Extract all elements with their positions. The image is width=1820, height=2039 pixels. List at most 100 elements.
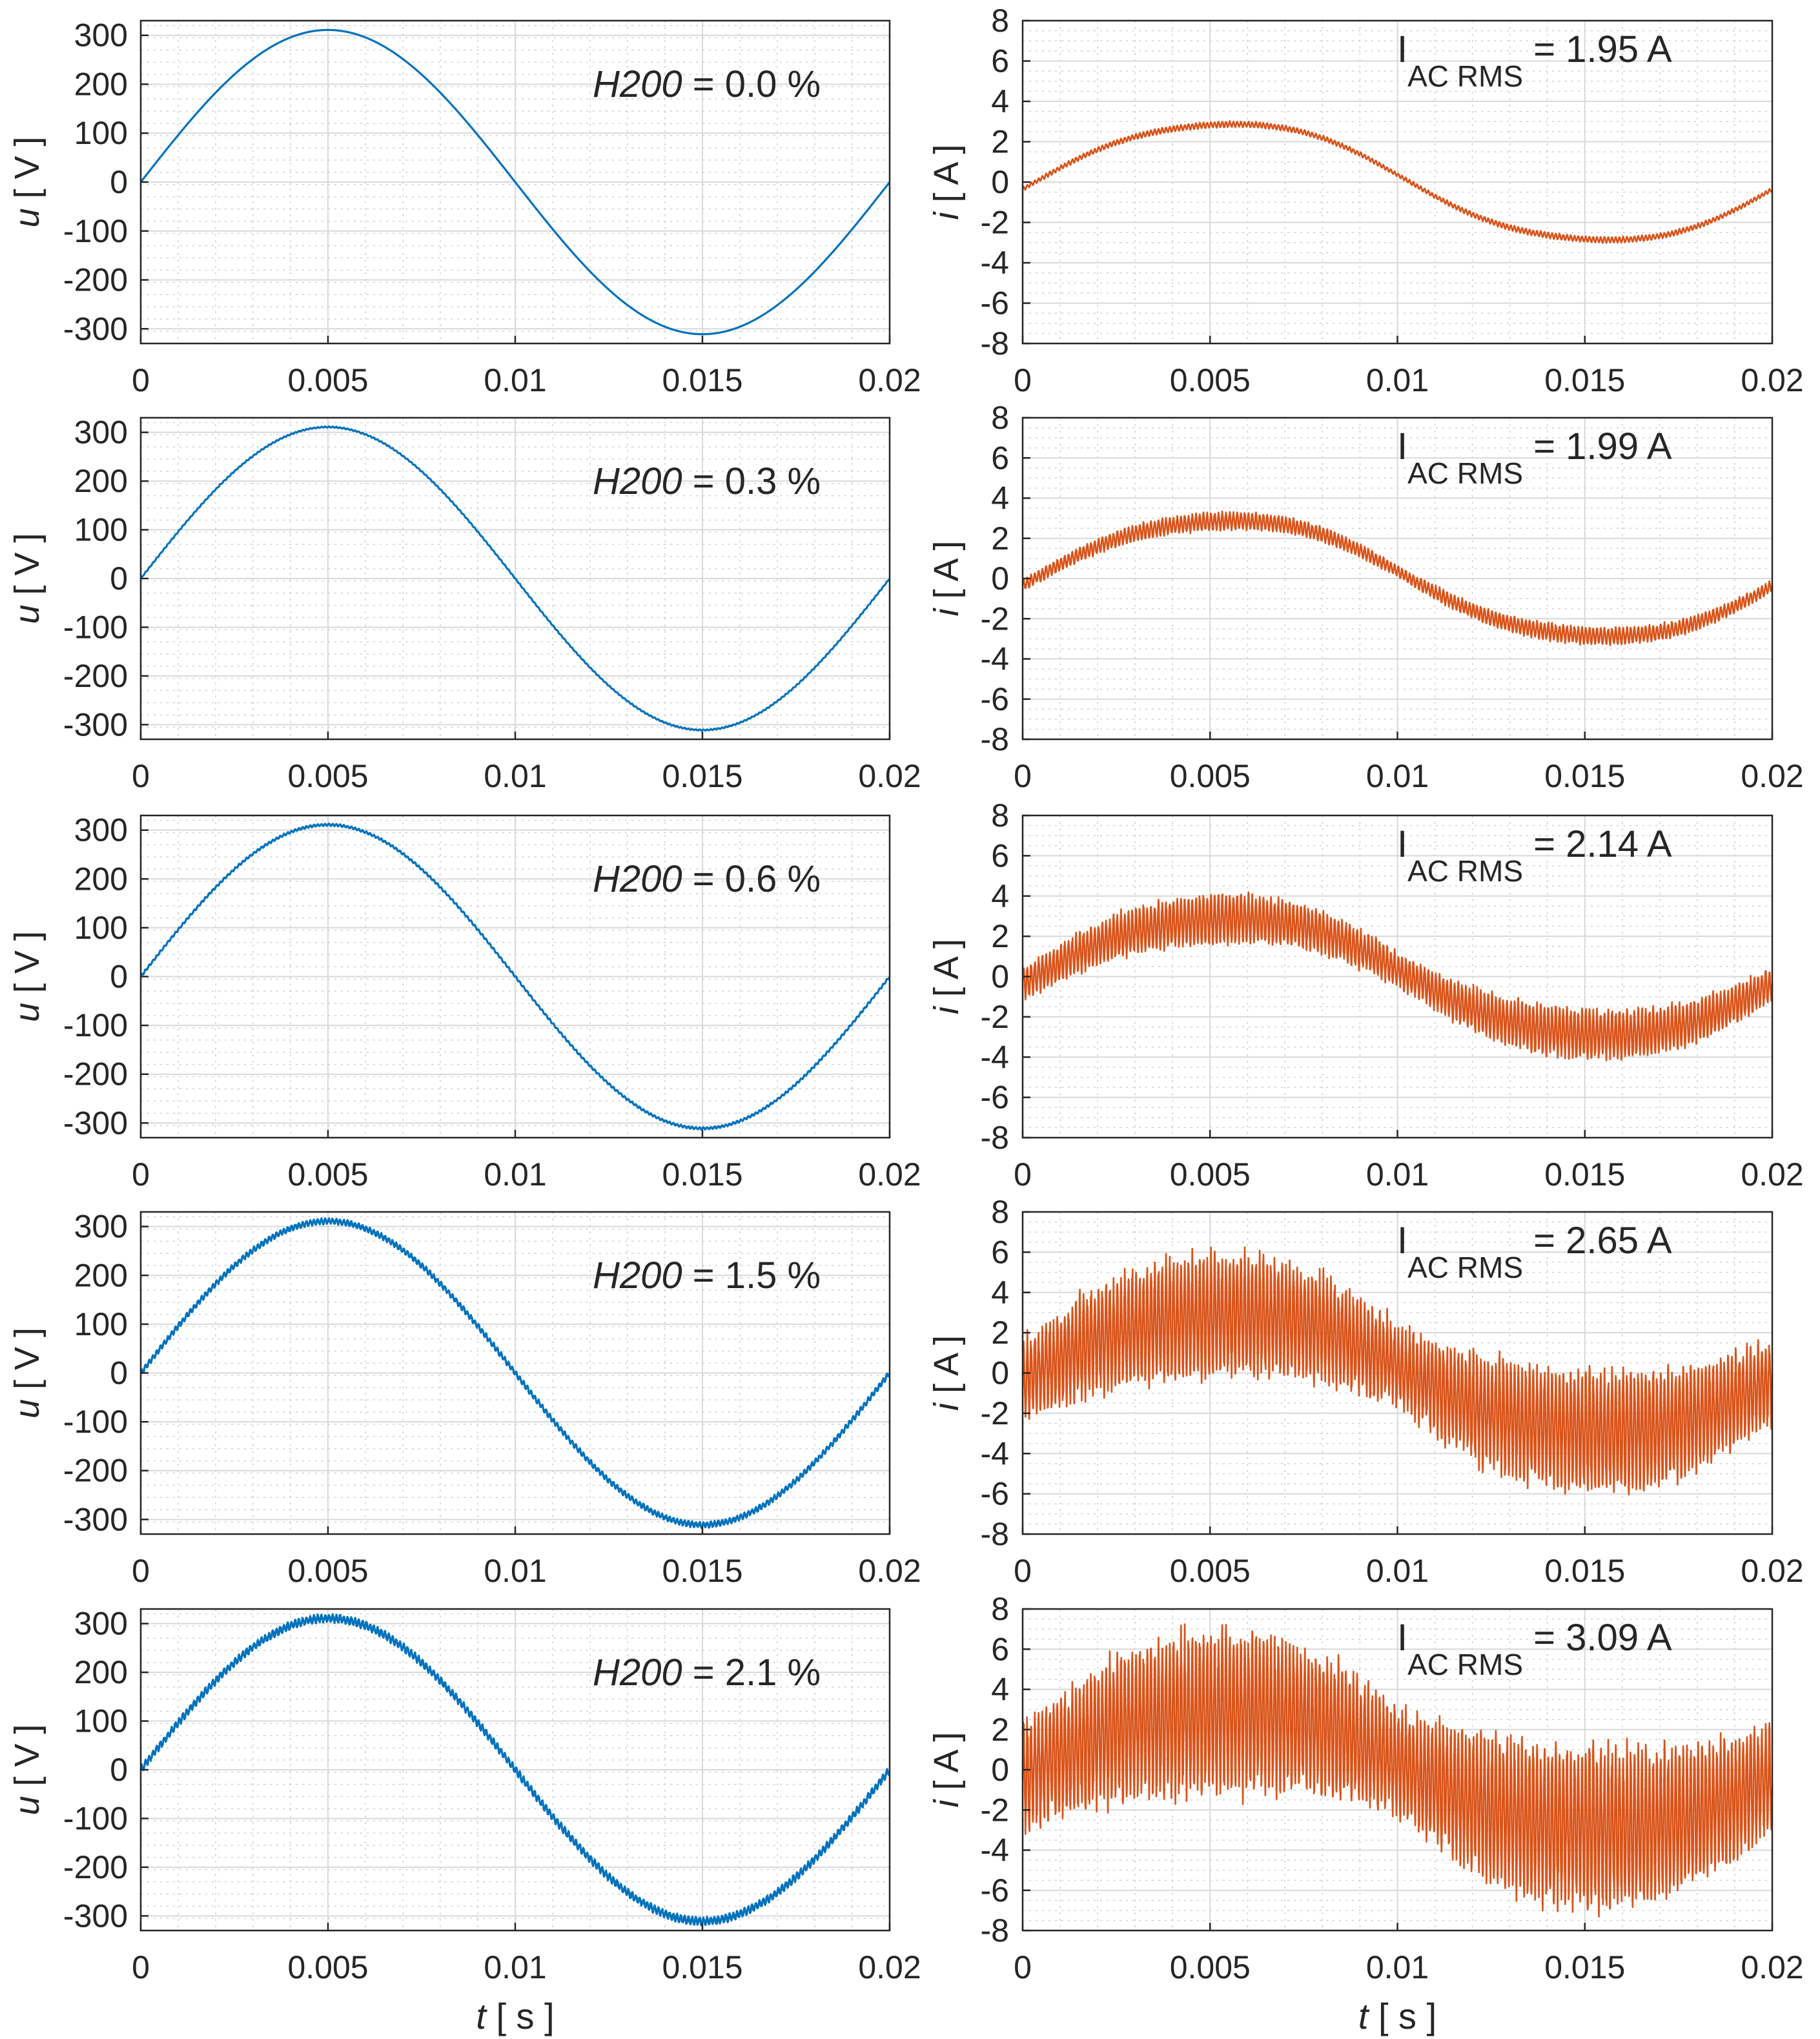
x-tick-label: 0.01 xyxy=(484,1156,546,1193)
y-axis-gap xyxy=(927,203,966,212)
y-tick-label: 0 xyxy=(991,164,1009,200)
voltage-series-line xyxy=(139,1613,891,1927)
major-grid xyxy=(141,418,890,739)
y-tick-label: 4 xyxy=(991,1672,1009,1708)
y-tick-label: 8 xyxy=(991,1591,1009,1627)
x-tick-label: 0.02 xyxy=(858,1156,921,1193)
y-tick-label: 2 xyxy=(991,124,1009,160)
y-axis-variable: u xyxy=(8,1003,46,1022)
x-tick-label: 0.005 xyxy=(1170,1553,1251,1589)
y-axis-label: u [ V ] xyxy=(8,1724,46,1815)
voltage-series-line xyxy=(139,425,891,732)
x-axis-label: t [ s ] xyxy=(476,1996,554,2036)
y-axis-gap xyxy=(927,997,966,1007)
y-tick-label: 300 xyxy=(74,812,128,848)
y-tick-label: -2 xyxy=(981,1395,1009,1431)
voltage-panel-row-2: -300 -200 -100 0 100 200 300 0 0.005 0.01 0.015 0.0… xyxy=(8,415,921,794)
x-tick-label: 0 xyxy=(132,1949,150,1985)
y-axis-variable: i xyxy=(927,1799,966,1808)
x-tick-label: 0 xyxy=(132,362,150,398)
x-axis-label: t [ s ] xyxy=(1358,1996,1437,2036)
y-tick-label: 0 xyxy=(110,959,128,995)
y-tick-label: -2 xyxy=(981,999,1009,1035)
h200-symbol: H200 xyxy=(593,460,682,502)
y-axis-label: u [ V ] xyxy=(8,1327,46,1419)
h200-symbol: H200 xyxy=(593,1652,682,1694)
y-axis-label: i [ A ] xyxy=(927,1732,966,1807)
x-tick-label: 0.02 xyxy=(1741,1156,1803,1193)
x-tick-label: 0.005 xyxy=(1170,1949,1251,1985)
y-tick-label: -6 xyxy=(981,285,1009,322)
x-tick-label: 0 xyxy=(1014,758,1032,794)
current-series-line xyxy=(1021,510,1774,646)
h200-annotation: H200 = 2.1 % xyxy=(593,1652,821,1694)
y-tick-label: 2 xyxy=(991,1712,1009,1748)
y-axis-unit: [ V ] xyxy=(8,533,46,595)
y-tick-label: 4 xyxy=(991,83,1009,119)
y-tick-label: 0 xyxy=(110,164,128,200)
y-tick-label: -100 xyxy=(63,1404,128,1440)
y-tick-label: 6 xyxy=(991,43,1009,79)
x-tick-label: 0.01 xyxy=(484,1949,546,1985)
y-tick-label: 200 xyxy=(74,66,128,102)
x-tick-label: 0 xyxy=(132,1553,150,1589)
x-axis-gap xyxy=(1368,1996,1378,2036)
h200-annotation: H200 = 0.0 % xyxy=(593,63,821,105)
y-tick-label: 200 xyxy=(74,1654,128,1690)
x-tick-label: 0.02 xyxy=(858,362,921,398)
y-tick-label: 100 xyxy=(74,1306,128,1342)
y-tick-label: 200 xyxy=(74,1257,128,1293)
h200-symbol: H200 xyxy=(593,858,682,900)
y-tick-label: -300 xyxy=(63,1898,128,1934)
y-tick-label: 2 xyxy=(991,1315,1009,1351)
current-panel-row-4: -8 -6 -4 -2 0 2 4 6 8 0 0.005 0.01 0.015 0.02 i [ A ] I… xyxy=(927,1194,1804,1589)
y-tick-label: 6 xyxy=(991,837,1009,874)
x-tick-label: 0.02 xyxy=(1741,362,1803,398)
x-tick-label: 0 xyxy=(1014,362,1032,398)
y-axis-variable: i xyxy=(927,211,966,220)
h200-annotation: H200 = 0.3 % xyxy=(593,460,821,502)
irms-annotation: IAC RMS = 2.14 A xyxy=(1397,823,1672,888)
y-tick-label: -8 xyxy=(981,325,1009,362)
irms-symbol: I xyxy=(1397,823,1407,865)
y-tick-label: -100 xyxy=(63,1007,128,1043)
y-axis-label: i [ A ] xyxy=(927,540,966,616)
y-tick-label: -4 xyxy=(981,1435,1009,1471)
y-tick-label: 300 xyxy=(74,1606,128,1642)
voltage-panel-row-1: -300 -200 -100 0 100 200 300 0 0.005 0.01 0.015 0.0… xyxy=(8,17,921,398)
y-axis-gap xyxy=(8,595,46,604)
y-axis-variable: u xyxy=(8,1796,46,1816)
irms-value: = 1.95 A xyxy=(1523,28,1672,70)
irms-subscript: AC RMS xyxy=(1407,854,1523,888)
y-axis-unit: [ V ] xyxy=(8,931,46,993)
x-axis-unit: [ s ] xyxy=(1378,1996,1437,2036)
y-axis-unit: [ V ] xyxy=(8,1327,46,1389)
y-tick-label: -300 xyxy=(63,1105,128,1141)
x-tick-label: 0.015 xyxy=(1544,1949,1625,1985)
y-tick-label: 4 xyxy=(991,878,1009,914)
y-tick-label: 2 xyxy=(991,918,1009,954)
y-axis-label: i [ A ] xyxy=(927,1335,966,1411)
y-tick-label: -200 xyxy=(63,1056,128,1092)
h200-value: = 0.0 % xyxy=(682,63,821,105)
voltage-series-line xyxy=(139,823,891,1131)
y-tick-label: 0 xyxy=(991,1752,1009,1788)
irms-subscript: AC RMS xyxy=(1407,456,1523,490)
y-axis-gap xyxy=(8,1786,46,1796)
irms-annotation: IAC RMS = 3.09 A xyxy=(1397,1617,1672,1681)
irms-value: = 3.09 A xyxy=(1523,1617,1672,1659)
major-grid xyxy=(1023,21,1772,343)
y-tick-label: 6 xyxy=(991,1631,1009,1667)
y-axis-gap xyxy=(8,198,46,208)
y-tick-label: -200 xyxy=(63,1453,128,1489)
y-axis-variable: i xyxy=(927,1005,966,1014)
current-panel-row-1: -8-6 -4 -2 0 2 4 6 8 0 0.005 0.01 0.015 0.02 i [ A ] I… xyxy=(927,3,1804,398)
y-tick-label: 0 xyxy=(991,959,1009,995)
y-axis-unit: [ A ] xyxy=(927,1732,966,1790)
irms-symbol: I xyxy=(1397,1220,1407,1262)
y-axis-label: i [ A ] xyxy=(927,939,966,1014)
y-tick-label: 100 xyxy=(74,115,128,151)
y-tick-label: -2 xyxy=(981,205,1009,241)
y-tick-label: -200 xyxy=(63,262,128,298)
y-tick-label: -8 xyxy=(981,1120,1009,1156)
